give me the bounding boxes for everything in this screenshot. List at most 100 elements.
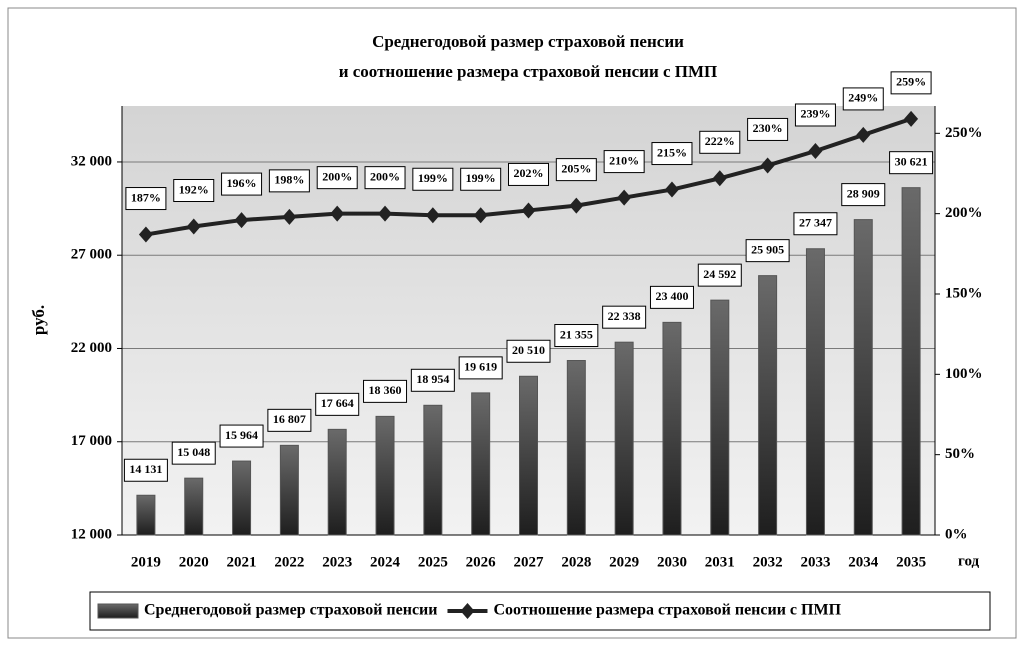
line-marker (521, 202, 536, 219)
data-label: 20 510 (512, 343, 545, 357)
data-label: 18 954 (416, 372, 449, 386)
data-label-box (364, 166, 406, 190)
y2-tick-label: 200% (945, 205, 983, 221)
data-label-box (890, 71, 932, 95)
data-label-box (747, 117, 789, 141)
data-label-box (554, 324, 599, 348)
data-label-box (649, 285, 694, 309)
data-label: 22 338 (608, 309, 641, 323)
y-tick-label: 27 000 (71, 247, 112, 263)
x-tick-label: 2020 (179, 554, 209, 570)
data-label: 196% (227, 176, 257, 190)
bar (471, 392, 491, 536)
data-label-box (841, 183, 886, 207)
legend-box (89, 591, 991, 631)
data-label: 199% (418, 171, 448, 185)
data-label: 16 807 (273, 412, 306, 426)
y2-tick-label: 50% (945, 446, 975, 462)
line-marker (234, 212, 249, 229)
data-label: 210% (609, 153, 639, 167)
y-tick-label: 17 000 (71, 433, 112, 449)
data-label-box (745, 239, 790, 263)
data-label-box (508, 162, 549, 186)
line-marker (808, 142, 823, 159)
data-label-box (794, 103, 836, 127)
data-label-box (460, 167, 502, 191)
chart-title: Среднегодовой размер страховой пенсии (372, 32, 684, 51)
x-tick-label: 2023 (322, 554, 352, 570)
data-label-box (842, 87, 884, 111)
data-label-box (221, 172, 263, 196)
data-label: 27 347 (799, 215, 832, 229)
bar (901, 187, 921, 536)
line-marker (425, 207, 440, 224)
data-label-box (699, 130, 741, 154)
data-label: 200% (370, 169, 400, 183)
line-marker (282, 208, 297, 225)
data-label: 192% (179, 182, 209, 196)
bar (184, 477, 204, 536)
data-label: 18 360 (369, 383, 402, 397)
bar (136, 494, 156, 536)
bar (375, 415, 395, 536)
bar (232, 460, 252, 536)
data-label: 222% (705, 134, 735, 148)
data-label-box (889, 151, 934, 175)
data-label: 187% (131, 190, 161, 204)
data-label: 15 048 (177, 445, 210, 459)
data-label-box (219, 424, 264, 448)
data-label-box (363, 379, 408, 403)
line-marker (186, 218, 201, 235)
data-label-box (793, 212, 838, 236)
y-axis-label: руб. (29, 305, 48, 335)
legend-swatch (460, 603, 475, 619)
x-tick-label: 2026 (466, 554, 497, 570)
line-marker (569, 197, 584, 214)
data-label-box (173, 179, 215, 203)
data-label-box (603, 150, 645, 174)
data-label: 259% (896, 75, 926, 89)
line-marker (330, 205, 345, 222)
data-label-box (123, 458, 168, 482)
data-label-box (651, 142, 693, 166)
bar (566, 360, 586, 536)
x-tick-label: 2025 (418, 554, 448, 570)
legend-swatch (97, 603, 139, 619)
data-label: 19 619 (464, 360, 497, 374)
data-label: 199% (466, 171, 496, 185)
data-label-box (316, 166, 358, 190)
y-tick-label: 22 000 (71, 340, 112, 356)
bar (519, 375, 538, 536)
data-label: 230% (753, 121, 783, 135)
data-label: 30 621 (895, 154, 928, 168)
x-tick-label: 2030 (657, 554, 687, 570)
data-label: 200% (322, 169, 352, 183)
x-tick-label: 2034 (848, 554, 879, 570)
bar (614, 341, 634, 536)
data-label-box (315, 392, 360, 416)
y2-tick-label: 0% (945, 526, 968, 542)
bar (423, 404, 443, 536)
line-marker (664, 181, 679, 198)
line-marker (378, 205, 393, 222)
x-tick-label: 2021 (227, 554, 257, 570)
x-tick-label: 2027 (514, 554, 545, 570)
legend-label: Среднегодовой размер страховой пенсии (144, 602, 437, 619)
line-marker (904, 110, 919, 127)
data-label-box (171, 441, 216, 465)
data-label-box (410, 368, 455, 392)
line-marker (856, 126, 871, 143)
data-label: 198% (274, 173, 304, 187)
data-label-box (268, 169, 310, 193)
data-label: 249% (848, 91, 878, 105)
x-axis-label: год (958, 553, 980, 569)
data-label: 23 400 (655, 289, 688, 303)
x-tick-label: 2022 (274, 554, 304, 570)
data-label: 239% (800, 107, 830, 121)
data-label-box (555, 158, 597, 182)
data-label: 25 905 (751, 242, 784, 256)
x-tick-label: 2028 (561, 554, 591, 570)
x-tick-label: 2019 (131, 554, 161, 570)
data-label: 28 909 (847, 186, 880, 200)
x-tick-label: 2033 (800, 554, 830, 570)
